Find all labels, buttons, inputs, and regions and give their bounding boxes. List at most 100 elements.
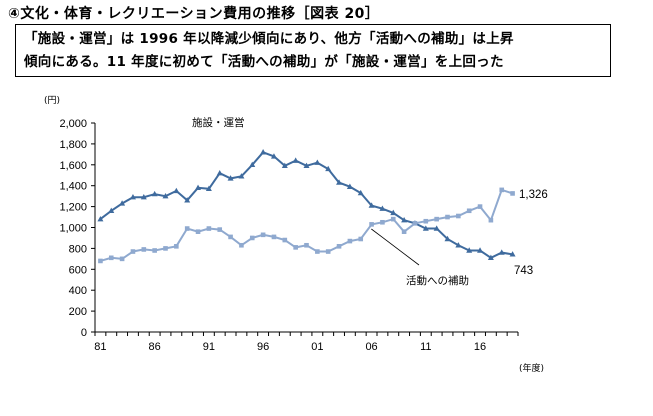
data-point bbox=[97, 215, 104, 222]
data-point bbox=[249, 161, 256, 167]
data-point bbox=[163, 246, 168, 251]
data-label: 1,326 bbox=[519, 189, 548, 201]
data-point bbox=[195, 184, 202, 190]
series-line-2 bbox=[100, 188, 513, 262]
data-point bbox=[129, 193, 136, 200]
y-tick-label: 1,600 bbox=[59, 160, 87, 172]
x-tick-label: 91 bbox=[203, 341, 215, 353]
x-tick-label: 16 bbox=[474, 341, 486, 353]
data-point bbox=[379, 205, 386, 211]
data-point bbox=[260, 149, 267, 155]
data-point bbox=[141, 247, 147, 252]
data-point bbox=[119, 200, 126, 206]
data-point bbox=[325, 249, 331, 254]
data-point bbox=[401, 216, 408, 223]
data-point bbox=[368, 202, 375, 208]
chart-series bbox=[97, 149, 516, 264]
data-point bbox=[466, 247, 473, 253]
summary-box: 「施設・運営」は 1996 年以降減少傾向にあり、他方「活動への補助」は上昇 傾… bbox=[15, 24, 611, 77]
y-tick-label: 2,000 bbox=[59, 118, 87, 130]
data-point bbox=[369, 222, 374, 227]
data-point bbox=[347, 238, 353, 244]
data-point bbox=[434, 216, 439, 222]
data-point bbox=[401, 229, 407, 234]
data-point bbox=[336, 179, 343, 185]
data-point bbox=[108, 255, 114, 261]
data-point bbox=[130, 249, 136, 254]
y-tick-label: 400 bbox=[69, 285, 87, 297]
data-point bbox=[422, 225, 429, 231]
page-title: ④文化・体育・レクリエーション費用の推移［図表 20］ bbox=[8, 6, 380, 22]
data-point bbox=[456, 213, 461, 219]
data-point bbox=[412, 221, 418, 226]
annotation-leader-line bbox=[371, 228, 420, 266]
data-point bbox=[325, 165, 332, 172]
y-tick-label: 1,000 bbox=[59, 223, 87, 235]
data-point bbox=[380, 219, 385, 225]
data-point bbox=[498, 249, 505, 255]
data-point bbox=[477, 247, 484, 253]
x-tick-label: 06 bbox=[365, 341, 377, 353]
data-point bbox=[390, 216, 396, 222]
data-point bbox=[293, 245, 298, 250]
data-point bbox=[358, 236, 364, 242]
data-point bbox=[357, 189, 364, 196]
y-tick-label: 1,400 bbox=[59, 181, 87, 193]
x-tick-label: 86 bbox=[149, 341, 161, 353]
data-point bbox=[390, 209, 397, 216]
data-point bbox=[184, 226, 190, 231]
x-tick-label: 11 bbox=[420, 341, 431, 353]
y-tick-label: 200 bbox=[69, 306, 87, 318]
data-point bbox=[314, 159, 321, 165]
data-point bbox=[303, 162, 310, 169]
data-point bbox=[228, 234, 233, 240]
data-point bbox=[151, 190, 158, 197]
data-point bbox=[487, 254, 494, 261]
data-point bbox=[270, 153, 277, 159]
data-point bbox=[173, 187, 180, 194]
data-point bbox=[108, 207, 115, 213]
data-point bbox=[477, 204, 483, 209]
data-point bbox=[195, 229, 201, 234]
y-tick-label: 0 bbox=[81, 327, 87, 339]
data-point bbox=[238, 173, 245, 179]
data-point bbox=[98, 258, 103, 264]
summary-line-2: 傾向にある。11 年度に初めて「活動への補助」が「施設・運営」を上回った bbox=[24, 54, 504, 70]
data-point bbox=[217, 227, 223, 232]
data-point bbox=[292, 157, 299, 163]
chart-axes: 0 200 400 600 800 1,000 1,200 1,400 1,600 1,800 2,… bbox=[59, 118, 519, 353]
data-point bbox=[227, 175, 234, 181]
data-point bbox=[152, 248, 157, 253]
data-point bbox=[346, 183, 353, 189]
data-point bbox=[260, 232, 266, 238]
y-unit-label: (円) bbox=[44, 95, 60, 106]
data-point bbox=[281, 162, 288, 169]
data-point bbox=[271, 234, 277, 240]
data-point bbox=[249, 235, 255, 241]
data-point bbox=[239, 242, 244, 248]
data-point bbox=[282, 237, 288, 243]
data-point bbox=[336, 244, 342, 249]
data-point bbox=[455, 242, 462, 248]
data-point bbox=[315, 249, 320, 254]
x-tick-label: 96 bbox=[257, 341, 269, 353]
x-tick-label: 01 bbox=[311, 341, 323, 353]
data-point bbox=[216, 169, 223, 176]
data-point bbox=[184, 197, 191, 203]
series-name-label: 活動への補助 bbox=[406, 274, 469, 287]
series-name-label: 施設・運営 bbox=[192, 116, 245, 129]
data-point bbox=[206, 226, 212, 231]
data-point bbox=[466, 208, 472, 214]
data-point bbox=[499, 187, 505, 193]
data-point bbox=[510, 191, 515, 196]
data-point bbox=[162, 192, 169, 199]
data-point bbox=[445, 214, 450, 220]
y-tick-label: 1,800 bbox=[59, 139, 87, 151]
y-tick-label: 600 bbox=[69, 264, 87, 276]
y-tick-label: 1,200 bbox=[59, 202, 87, 214]
data-point bbox=[304, 242, 309, 248]
data-point bbox=[140, 193, 147, 200]
data-label: 743 bbox=[514, 265, 533, 277]
